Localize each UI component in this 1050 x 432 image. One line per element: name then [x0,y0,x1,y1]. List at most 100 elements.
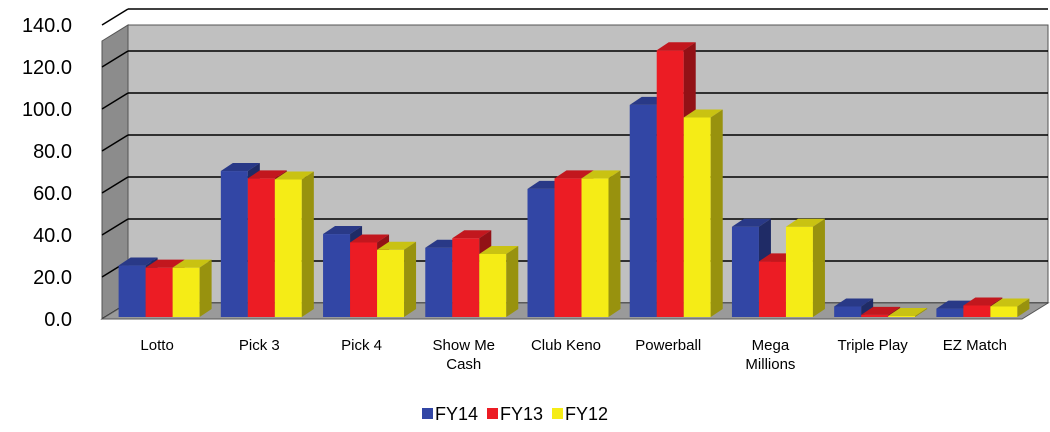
y-tick-label: 40.0 [33,225,72,247]
bar-top [172,259,212,268]
bar [377,241,417,317]
bar-front [452,238,480,317]
bar-top [785,218,825,227]
bar-front [758,261,786,317]
bar [683,109,723,317]
bar-top [350,234,390,243]
bar-front [247,178,275,317]
bar-front [527,188,555,317]
x-tick-label: Lotto [140,337,173,354]
x-tick-label: EZ Match [943,337,1007,354]
bar-top [247,170,287,179]
bar-front [888,315,916,317]
x-tick-label: Club Keno [531,337,601,354]
bar-top [888,307,928,316]
bar-front [274,179,302,317]
bar-top [656,42,696,51]
bar-top [731,218,771,227]
bar-top [683,109,723,118]
bar-front [683,117,711,317]
bar-side [199,259,212,317]
bar [990,298,1030,317]
bar-front [220,171,248,317]
bar-top [861,306,901,315]
bar-top [834,298,874,307]
legend-item: FY13 [487,404,543,424]
y-tick-label: 100.0 [22,99,72,121]
bar-front [629,104,657,318]
bar-front [656,50,684,318]
legend-swatch [552,408,563,419]
bar-top [990,298,1030,307]
legend-label: FY14 [435,404,478,424]
bar [888,307,928,317]
bar-top [274,171,314,180]
x-tick-label: Show Me [433,337,496,354]
y-tick-label: 20.0 [33,267,72,289]
legend-item: FY14 [422,404,478,424]
bar-front [861,314,889,317]
bar-front [731,226,759,317]
x-tick-label: Pick 3 [239,337,280,354]
bar-top [554,170,594,179]
gridline-side [101,134,129,152]
bar [172,259,212,317]
bar-top [220,163,260,172]
bar-front [785,226,813,317]
bar [274,171,314,317]
x-tick-label: Millions [745,356,795,373]
bar-front [377,249,405,317]
legend-swatch [422,408,433,419]
bar-side [506,246,519,317]
bar-front [581,178,609,317]
bar-side [608,170,621,317]
bar-side [1017,298,1030,317]
legend-swatch [487,408,498,419]
legend-item: FY12 [552,404,608,424]
bar-front [834,306,862,317]
bar-side [812,218,825,317]
bar-side [710,109,723,317]
y-tick-label: 140.0 [22,15,72,37]
x-tick-label: Powerball [635,337,701,354]
bar-top [479,246,519,254]
bar-front [172,267,200,317]
bar-top [145,259,185,268]
legend-label: FY12 [565,404,608,424]
bar-front [963,305,991,317]
bar [581,170,621,317]
bar-front [936,308,964,317]
bar-side [301,171,314,317]
x-tick-label: Pick 4 [341,337,382,354]
gridline-side [101,218,129,236]
bar-top [323,226,363,235]
x-tick-label: Triple Play [838,337,909,354]
bar-side [404,241,417,317]
x-axis-labels: Lotto Pick 3 Pick 4 Show Me Cash Club Keno Pow… [140,337,1007,373]
gridline-side [101,92,129,110]
gridline-side [101,50,129,68]
bar [834,298,874,317]
bar [479,246,519,317]
bar-top [963,297,1003,306]
bar-front [554,178,582,317]
bar-top [118,257,158,266]
x-tick-label: Mega [752,337,790,354]
bar-side [915,307,928,317]
bar [785,218,825,317]
bar-front [990,306,1018,317]
bars [118,42,1030,318]
y-tick-label: 60.0 [33,183,72,205]
bar-top [452,230,492,239]
bar-top [581,170,621,179]
bar-front [145,267,173,317]
bar-side [861,298,874,317]
bar-front [350,242,378,317]
bar-front [118,265,146,317]
gridline-side [101,8,129,26]
y-tick-label: 0.0 [44,309,72,331]
legend-label: FY13 [500,404,543,424]
y-axis-ticks: 0.0 20.0 40.0 60.0 80.0 100.0 120.0 140.0 [22,15,72,331]
bar-front [323,234,351,317]
